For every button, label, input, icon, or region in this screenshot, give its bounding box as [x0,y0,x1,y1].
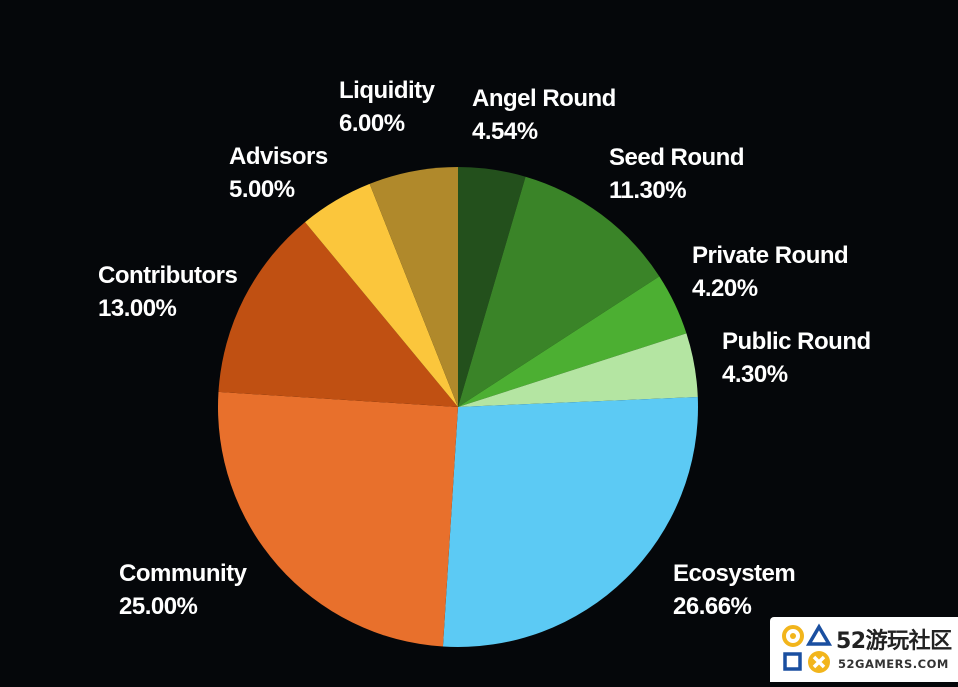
slice-label-advisors: Advisors 5.00% [229,140,328,206]
slice-name: Angel Round [472,85,616,112]
slice-name: Liquidity [339,77,435,104]
slice-name: Community [119,560,247,587]
slice-percent: 4.20% [692,275,758,302]
slice-label-contributors: Contributors 13.00% [98,259,238,325]
slice-percent: 26.66% [673,593,752,620]
slice-label-community: Community 25.00% [119,557,247,623]
slice-percent: 4.54% [472,118,538,145]
slice-percent: 25.00% [119,593,198,620]
watermark-subtitle: 52GAMERS.COM [838,657,949,671]
slice-percent: 4.30% [722,361,788,388]
52gamers-logo-icon [782,623,832,673]
slice-percent: 11.30% [609,177,687,204]
pie-slice-private-round [458,276,687,407]
pie-slice-community [217,391,458,647]
slice-name: Seed Round [609,144,745,171]
slice-label-angel-round: Angel Round 4.54% [472,82,616,148]
slice-label-ecosystem: Ecosystem 26.66% [673,557,796,623]
pie-slice-advisors [305,183,458,407]
slice-percent: 5.00% [229,176,295,203]
pie-slice-contributors [218,222,458,407]
watermark-title: 52游玩社区 [836,629,952,654]
watermark: 52游玩社区 52GAMERS.COM [770,617,958,682]
slice-name: Public Round [722,328,871,355]
slice-percent: 6.00% [339,110,405,137]
slice-label-liquidity: Liquidity 6.00% [339,74,435,140]
pie-slice-ecosystem [442,397,698,648]
slice-name: Contributors [98,262,238,289]
slice-percent: 13.00% [98,295,177,322]
slice-name: Private Round [692,242,849,269]
pie-slice-public-round [458,333,698,407]
slice-label-private-round: Private Round 4.20% [692,239,849,305]
slice-label-seed-round: Seed Round 11.30% [609,141,745,207]
pie-slice-liquidity [369,167,458,407]
slice-name: Ecosystem [673,560,796,587]
slice-label-public-round: Public Round 4.30% [722,325,871,391]
slice-name: Advisors [229,143,328,170]
pie-slice-seed-round [458,176,660,407]
pie-slice-angel-round [458,167,526,407]
